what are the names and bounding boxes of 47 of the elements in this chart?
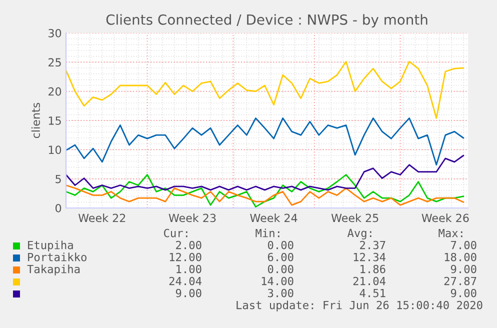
text: Last update: Fri Jun 26 15:00:40 2020 bbox=[236, 300, 482, 312]
line-series bbox=[66, 154, 464, 191]
text: Cur: bbox=[164, 228, 188, 238]
line-series bbox=[66, 184, 464, 206]
text: 7.00 bbox=[450, 240, 476, 250]
line-series bbox=[66, 60, 464, 119]
text: 12.34 bbox=[354, 252, 386, 262]
x-tick-label: Week 25 bbox=[331, 214, 378, 222]
text: 4.51 bbox=[360, 288, 386, 298]
y-axis-title: clients bbox=[31, 102, 40, 138]
text: 21.04 bbox=[353, 276, 386, 286]
x-tick-label: Week 23 bbox=[168, 214, 216, 222]
text: 12.00 bbox=[170, 252, 202, 262]
text: 9.00 bbox=[176, 288, 202, 298]
y-tick-label: 15 bbox=[48, 116, 61, 125]
chart-title: Clients Connected / Device : NWPS - by month bbox=[106, 14, 428, 28]
text: 18.00 bbox=[444, 252, 476, 262]
text: Avg: bbox=[347, 228, 372, 240]
text: 2.00 bbox=[176, 240, 202, 250]
x-tick-label: Week 24 bbox=[250, 214, 298, 222]
text: Max: bbox=[438, 228, 462, 238]
text: 9.00 bbox=[450, 288, 476, 298]
legend-label: Portaikko bbox=[28, 252, 86, 262]
text: 9.00 bbox=[450, 264, 476, 274]
text: 2.37 bbox=[360, 240, 386, 250]
y-tick-label: 0 bbox=[55, 204, 62, 212]
y-tick-label: 20 bbox=[48, 87, 62, 96]
legend-label: Takapiha bbox=[27, 264, 80, 276]
y-tick-label: 30 bbox=[48, 28, 62, 38]
text: 14.00 bbox=[262, 276, 294, 286]
y-tick-label: 10 bbox=[48, 146, 62, 154]
text: 27.87 bbox=[444, 276, 476, 286]
line-series bbox=[66, 174, 464, 208]
x-tick-label: Week 22 bbox=[78, 214, 126, 222]
line-series bbox=[66, 117, 464, 166]
text: 24.04 bbox=[169, 276, 202, 286]
text: 1.86 bbox=[360, 264, 386, 274]
y-tick-label: 5 bbox=[56, 174, 61, 184]
text: 6.00 bbox=[268, 252, 294, 262]
x-tick-label: Week 26 bbox=[422, 214, 469, 222]
text: 3.00 bbox=[268, 288, 294, 298]
text: 1.00 bbox=[176, 264, 202, 274]
text: Min: bbox=[256, 228, 280, 238]
text: 0.00 bbox=[268, 264, 294, 274]
text: 0.00 bbox=[268, 240, 294, 250]
legend-label: Etupiha bbox=[28, 240, 73, 252]
y-tick-label: 25 bbox=[48, 58, 61, 67]
